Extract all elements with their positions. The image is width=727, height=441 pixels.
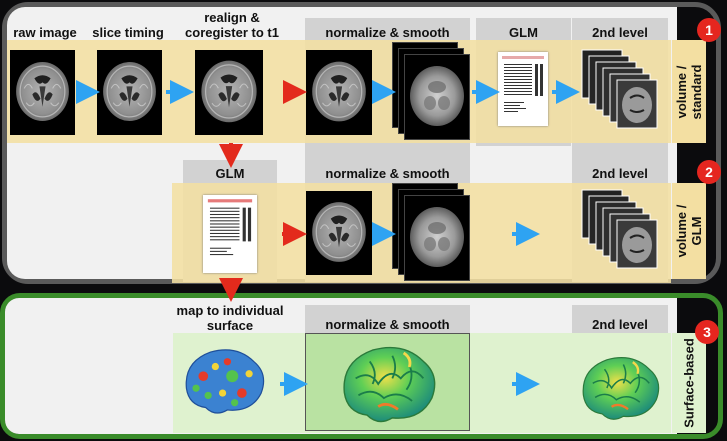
map-surface-label: map to individual surface [176,303,284,333]
second-level-label-2: 2nd level [592,166,648,181]
normalize-brain-slice-icon-1 [306,50,372,135]
normalize-brain-slice-icon-2 [306,191,372,275]
pipeline-2-label: volume / GLM [672,183,706,279]
pipeline-1-badge: 1 [697,18,721,42]
pipeline-2-badge: 2 [697,160,721,184]
second-level-label-1: 2nd level [592,25,648,40]
smoothed-stack-icon-2c [404,195,470,281]
normalize-smooth-label-2: normalize & smooth [325,166,450,181]
glm-label-1: GLM [509,25,538,40]
normalize-smooth-label-3: normalize & smooth [325,317,450,332]
second-level-label-3: 2nd level [592,317,648,332]
surface-pipeline-frame [0,293,723,439]
pipeline-3-label: Surface-based [672,333,706,433]
raw-image-label: raw image [13,25,77,40]
glm-design-matrix-icon-2 [203,195,257,273]
raw-image-brain-slice-icon [10,50,75,135]
normalize-smooth-label-1: normalize & smooth [325,25,450,40]
pipeline-1-label: volume / standard [672,40,706,143]
pipeline-3-badge: 3 [695,320,719,344]
realign-label: realign & coregister to t1 [185,10,279,40]
smoothed-stack-icon-1c [404,54,470,140]
second-level-stack-icon-2 [580,188,670,278]
glm-design-matrix-icon-1 [498,52,548,126]
realign-brain-slice-icon [195,50,263,135]
slice-timing-brain-slice-icon [97,50,162,135]
slice-timing-label: slice timing [92,25,164,40]
glm-label-2: GLM [215,166,245,181]
second-level-stack-icon-1 [580,48,670,138]
